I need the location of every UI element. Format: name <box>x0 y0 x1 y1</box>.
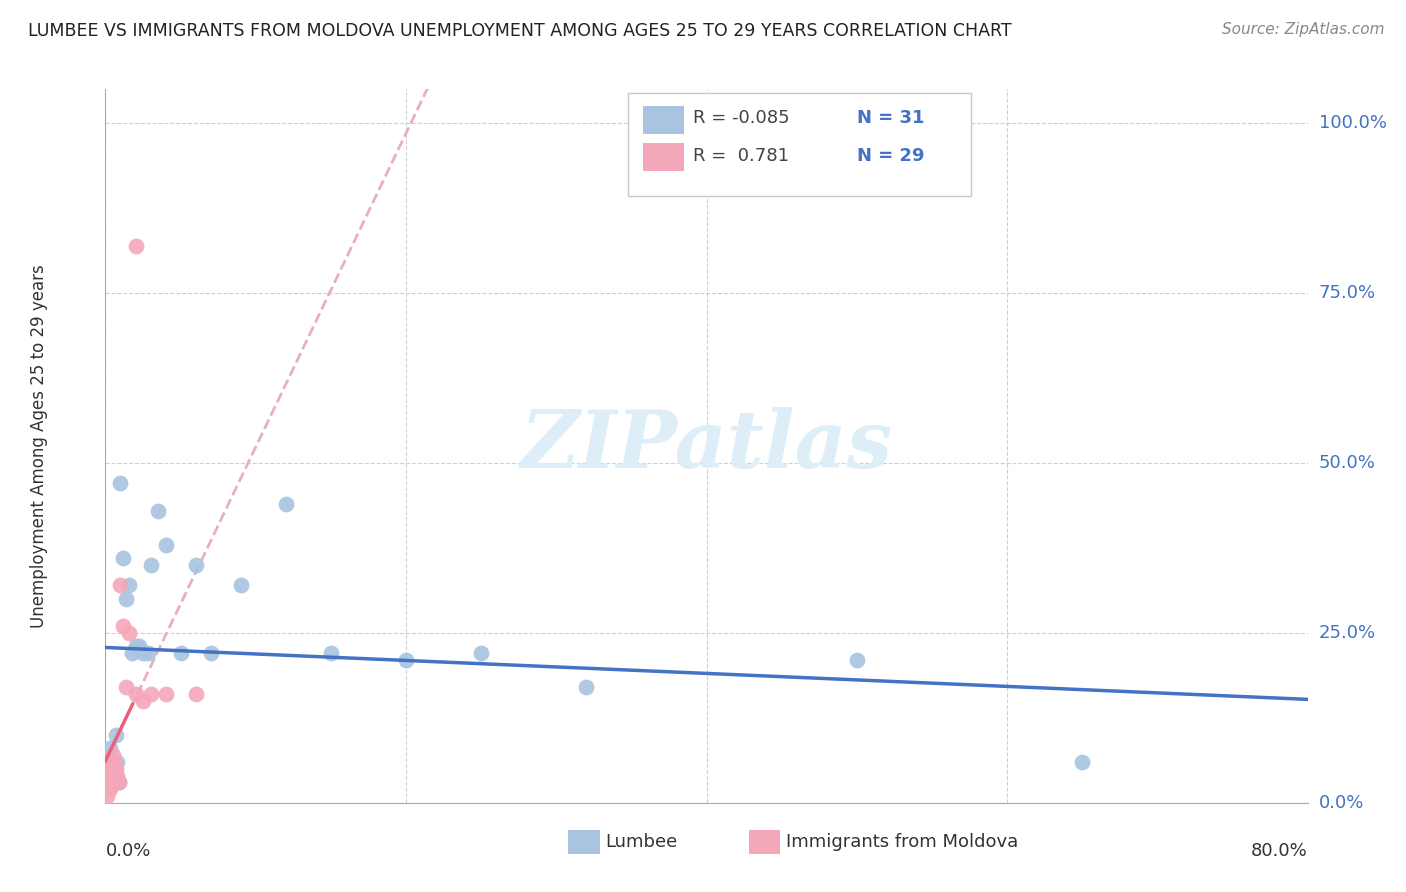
Text: N = 29: N = 29 <box>856 146 924 164</box>
Point <box>103 769 125 783</box>
Point <box>184 687 207 701</box>
Bar <box>568 830 599 855</box>
Point <box>110 476 132 491</box>
Point <box>132 694 155 708</box>
Point <box>274 497 297 511</box>
Text: 100.0%: 100.0% <box>1319 114 1386 132</box>
Point <box>128 640 150 654</box>
Point <box>124 640 146 654</box>
Point <box>136 646 159 660</box>
Point <box>97 769 120 783</box>
Text: 50.0%: 50.0% <box>1319 454 1375 472</box>
Point <box>100 755 122 769</box>
Text: N = 31: N = 31 <box>856 110 924 128</box>
Point <box>169 646 191 660</box>
Point <box>103 769 125 783</box>
Point <box>155 537 177 551</box>
Point <box>112 551 135 566</box>
Point <box>115 591 138 606</box>
Text: Immigrants from Moldova: Immigrants from Moldova <box>786 833 1018 851</box>
Bar <box>643 143 683 171</box>
Point <box>98 782 121 797</box>
Point <box>100 775 122 789</box>
Point <box>96 789 118 803</box>
Text: 75.0%: 75.0% <box>1319 284 1376 302</box>
Text: R = -0.085: R = -0.085 <box>693 110 790 128</box>
Point <box>97 762 120 776</box>
Point <box>155 687 177 701</box>
Point <box>118 578 141 592</box>
Point <box>470 646 492 660</box>
Point <box>101 775 124 789</box>
Point <box>101 775 124 789</box>
Point <box>100 769 122 783</box>
Text: 80.0%: 80.0% <box>1251 842 1308 860</box>
Text: 0.0%: 0.0% <box>105 842 150 860</box>
FancyBboxPatch shape <box>628 93 972 196</box>
Point <box>101 762 124 776</box>
Point <box>184 558 207 572</box>
Text: Unemployment Among Ages 25 to 29 years: Unemployment Among Ages 25 to 29 years <box>31 264 48 628</box>
Point <box>575 680 598 694</box>
Point <box>124 238 146 252</box>
Text: 25.0%: 25.0% <box>1319 624 1376 642</box>
Point <box>229 578 252 592</box>
Text: ZIPatlas: ZIPatlas <box>520 408 893 484</box>
Text: LUMBEE VS IMMIGRANTS FROM MOLDOVA UNEMPLOYMENT AMONG AGES 25 TO 29 YEARS CORRELA: LUMBEE VS IMMIGRANTS FROM MOLDOVA UNEMPL… <box>28 22 1012 40</box>
Point <box>110 578 132 592</box>
Point <box>118 626 141 640</box>
Point <box>139 558 162 572</box>
Point <box>121 646 143 660</box>
Point <box>108 775 131 789</box>
Point <box>96 782 118 797</box>
Point <box>100 755 122 769</box>
Point <box>112 619 135 633</box>
Bar <box>748 830 780 855</box>
Text: Lumbee: Lumbee <box>606 833 678 851</box>
Point <box>139 687 162 701</box>
Point <box>200 646 222 660</box>
Point <box>107 755 129 769</box>
Point <box>97 782 120 797</box>
Point <box>845 653 868 667</box>
Point <box>132 646 155 660</box>
Point <box>104 762 127 776</box>
Point <box>108 775 131 789</box>
Point <box>115 680 138 694</box>
Point <box>1071 755 1094 769</box>
Point <box>98 762 121 776</box>
Point <box>98 769 121 783</box>
Text: 0.0%: 0.0% <box>1319 794 1364 812</box>
Point <box>98 741 121 756</box>
Point <box>96 775 118 789</box>
Point <box>319 646 342 660</box>
Point <box>104 728 127 742</box>
Bar <box>643 105 683 134</box>
Point <box>103 755 125 769</box>
Point <box>124 687 146 701</box>
Text: Source: ZipAtlas.com: Source: ZipAtlas.com <box>1222 22 1385 37</box>
Point <box>395 653 418 667</box>
Point <box>107 769 129 783</box>
Point <box>97 775 120 789</box>
Text: R =  0.781: R = 0.781 <box>693 146 789 164</box>
Point <box>146 503 169 517</box>
Point <box>101 748 124 763</box>
